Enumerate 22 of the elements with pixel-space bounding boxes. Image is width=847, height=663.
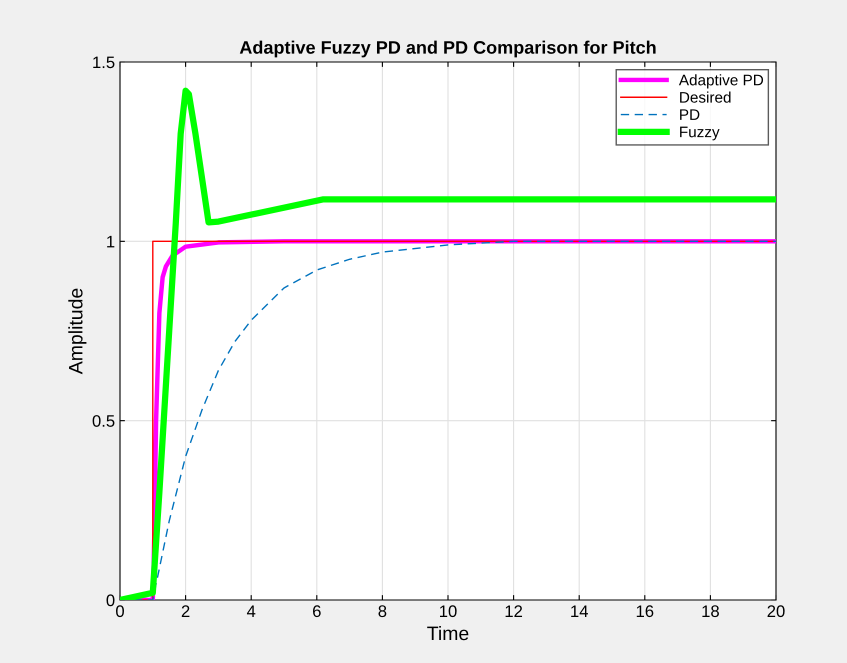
legend-label: Fuzzy <box>680 126 720 140</box>
chart-title: Adaptive Fuzzy PD and PD Comparison for Pitch <box>240 40 656 58</box>
x-tick-label: 8 <box>378 605 386 618</box>
y-tick-label: 0 <box>106 594 114 606</box>
x-tick-label: 10 <box>440 605 457 618</box>
legend-label: Adaptive PD <box>678 74 764 88</box>
x-tick-label: 2 <box>182 605 190 617</box>
y-tick-label: 1 <box>107 236 114 248</box>
x-tick-label: 4 <box>246 605 256 617</box>
x-tick-label: 12 <box>506 605 522 617</box>
legend-label: PD <box>680 109 700 120</box>
x-tick-label: 18 <box>702 605 719 618</box>
y-tick-label: 0.5 <box>92 415 114 427</box>
x-axis-title: Time <box>427 626 468 640</box>
x-tick-label: 6 <box>313 605 321 618</box>
x-tick-label: 14 <box>571 605 588 617</box>
x-tick-label: 20 <box>768 605 785 618</box>
y-axis-title: Amplitude <box>68 288 86 374</box>
y-tick-label: 1.5 <box>93 56 114 68</box>
legend-label: Desired <box>680 92 731 103</box>
x-tick-label: 0 <box>116 605 124 618</box>
x-tick-label: 16 <box>636 605 654 618</box>
